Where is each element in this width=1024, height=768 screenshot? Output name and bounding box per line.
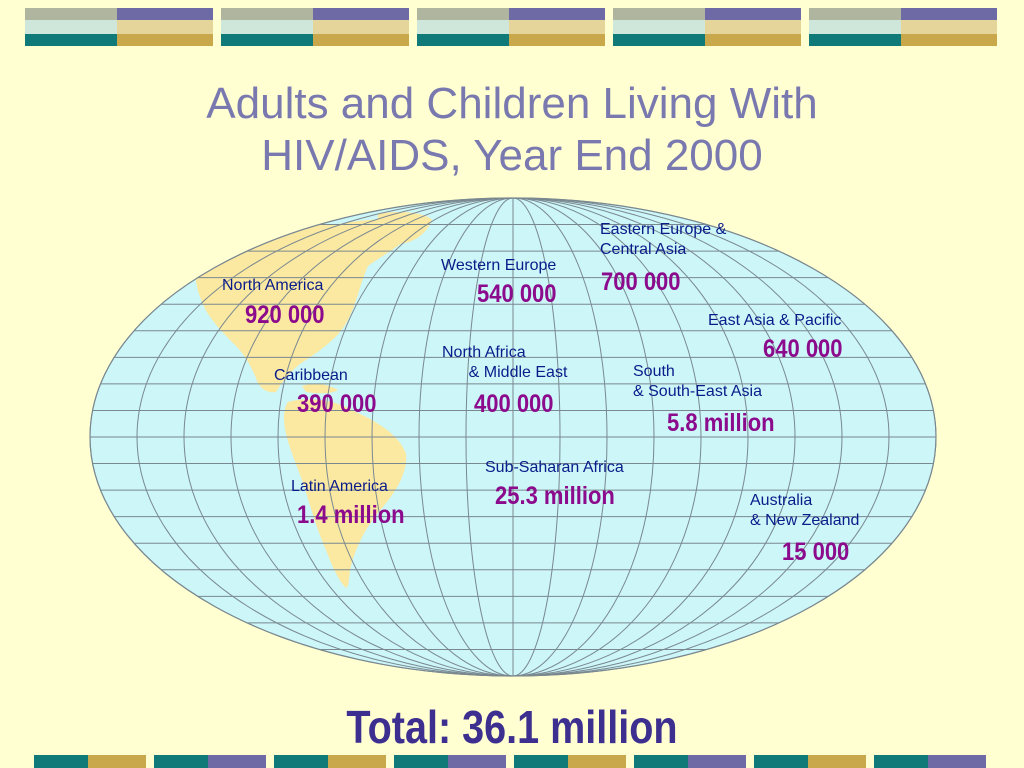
region-label-latin-america: Latin America xyxy=(291,478,388,495)
greenland-land xyxy=(377,212,432,245)
total-label: Total: 36.1 million xyxy=(346,701,678,753)
region-label-east-asia-pacific: East Asia & Pacific xyxy=(708,312,842,329)
region-value-caribbean: 390 000 xyxy=(297,390,377,418)
band-block-4 xyxy=(613,8,801,46)
region-value-east-asia-pacific: 640 000 xyxy=(763,335,843,363)
region-value-latin-america: 1.4 million xyxy=(297,501,405,529)
region-label-caribbean: Caribbean xyxy=(274,367,348,384)
page-title: Adults and Children Living With HIV/AIDS… xyxy=(0,78,1024,182)
region-label-australia-new-zealand: Australia & New Zealand xyxy=(750,492,860,529)
region-value-south-south-east-asia: 5.8 million xyxy=(667,409,775,437)
band-block-5 xyxy=(809,8,997,46)
region-label-sub-saharan-africa: Sub-Saharan Africa xyxy=(485,459,624,476)
bottom-band-blocks xyxy=(34,755,986,768)
region-label-north-america: North America xyxy=(222,277,324,294)
region-label-eastern-europe-central-asia: Eastern Europe & Central Asia xyxy=(600,221,727,258)
south-america-land xyxy=(284,399,407,588)
band-block-3 xyxy=(417,8,605,46)
region-value-australia-new-zealand: 15 000 xyxy=(782,538,850,566)
region-value-eastern-europe-central-asia: 700 000 xyxy=(601,268,681,296)
region-value-western-europe: 540 000 xyxy=(477,280,557,308)
globe-outline xyxy=(89,197,937,677)
title-line-2: HIV/AIDS, Year End 2000 xyxy=(261,131,763,180)
bottom-decorative-band xyxy=(34,755,986,768)
region-label-north-africa-middle-east: North Africa & Middle East xyxy=(442,344,568,381)
band-block-2 xyxy=(221,8,409,46)
region-value-sub-saharan-africa: 25.3 million xyxy=(495,482,615,510)
title-line-1: Adults and Children Living With xyxy=(206,79,818,128)
region-value-north-america: 920 000 xyxy=(245,301,325,329)
region-value-north-africa-middle-east: 400 000 xyxy=(474,390,554,418)
world-map xyxy=(89,197,937,677)
band-block-1 xyxy=(25,8,213,46)
top-decorative-band xyxy=(25,8,997,46)
region-label-south-south-east-asia: South & South-East Asia xyxy=(633,363,762,400)
region-label-western-europe: Western Europe xyxy=(441,257,557,274)
